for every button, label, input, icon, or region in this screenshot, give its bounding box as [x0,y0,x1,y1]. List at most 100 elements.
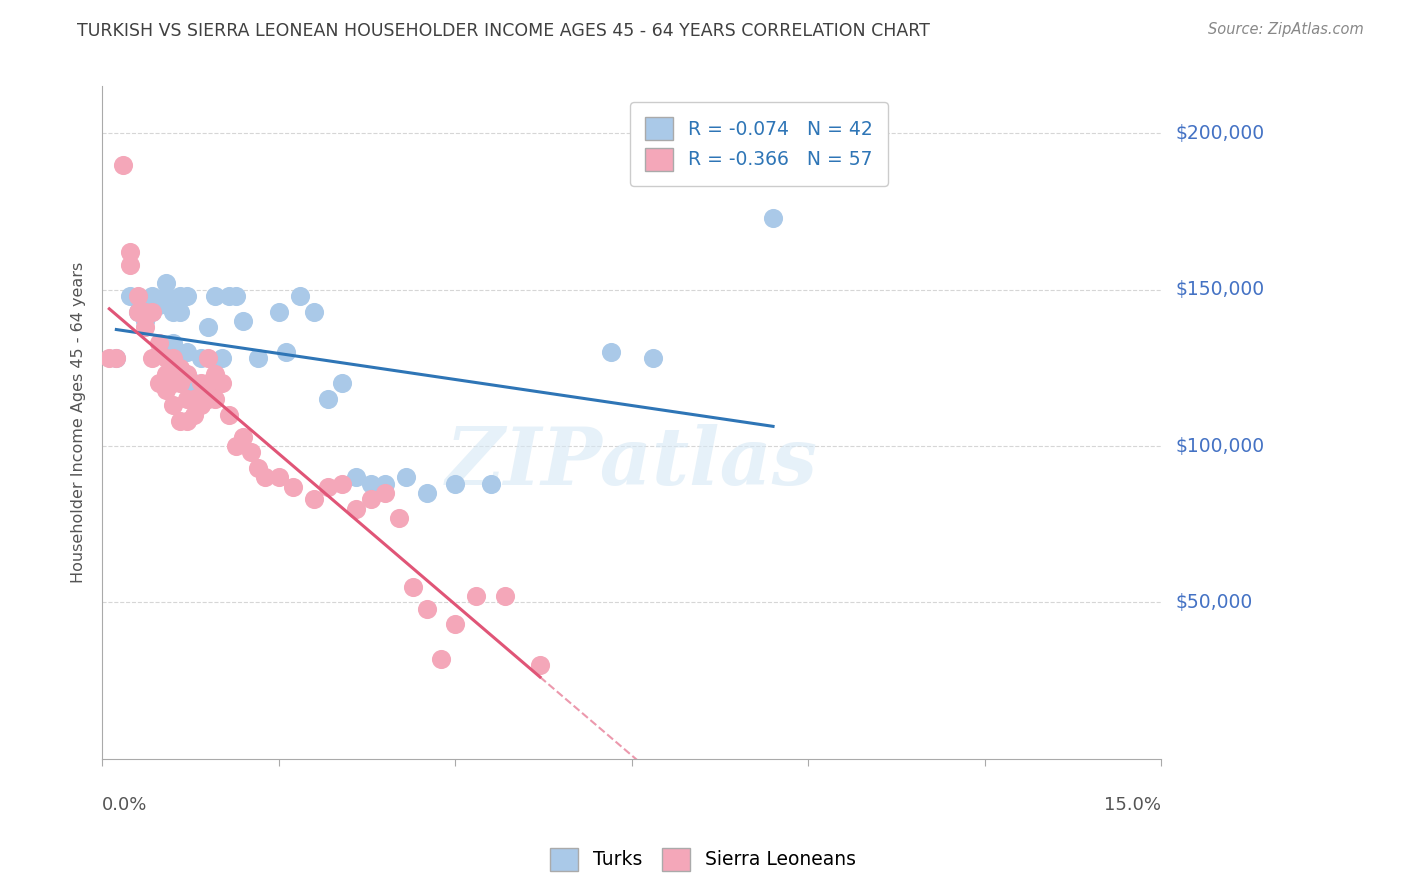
Point [211,351,233,366]
Point [176,289,198,303]
Point [267,470,290,484]
Point [374,486,396,500]
Point [239,445,262,459]
Text: TURKISH VS SIERRA LEONEAN HOUSEHOLDER INCOME AGES 45 - 64 YEARS CORRELATION CHAR: TURKISH VS SIERRA LEONEAN HOUSEHOLDER IN… [77,22,931,40]
Point [402,580,425,594]
Point [529,657,551,672]
Point [416,601,439,615]
Legend: R = -0.074   N = 42, R = -0.366   N = 57: R = -0.074 N = 42, R = -0.366 N = 57 [630,103,887,186]
Point [112,157,135,171]
Point [162,376,184,391]
Point [246,461,269,475]
Point [162,335,184,350]
Point [388,511,411,525]
Point [155,367,177,381]
Point [430,651,453,665]
Point [225,289,247,303]
Point [190,398,212,412]
Point [346,470,368,484]
Point [762,211,785,225]
Point [204,289,226,303]
Point [134,314,156,328]
Point [105,351,128,366]
Point [197,376,219,391]
Point [134,304,156,318]
Point [190,376,212,391]
Point [211,376,233,391]
Legend: Turks, Sierra Leoneans: Turks, Sierra Leoneans [543,840,863,878]
Point [183,392,205,406]
Point [346,501,368,516]
Point [416,486,439,500]
Point [134,320,156,334]
Point [204,392,226,406]
Point [330,376,353,391]
Point [267,304,290,318]
Point [176,414,198,428]
Point [253,470,276,484]
Point [120,245,142,260]
Point [190,351,212,366]
Point [281,480,304,494]
Point [120,258,142,272]
Point [148,335,170,350]
Point [599,345,621,359]
Point [395,470,418,484]
Point [374,476,396,491]
Text: Source: ZipAtlas.com: Source: ZipAtlas.com [1208,22,1364,37]
Point [169,304,191,318]
Point [176,345,198,359]
Text: $150,000: $150,000 [1175,280,1264,299]
Point [148,298,170,312]
Point [176,367,198,381]
Point [225,439,247,453]
Point [288,289,311,303]
Point [127,304,149,318]
Point [141,304,163,318]
Point [246,351,269,366]
Point [197,320,219,334]
Point [162,398,184,412]
Text: 0.0%: 0.0% [103,796,148,814]
Point [105,351,128,366]
Point [176,392,198,406]
Point [148,376,170,391]
Point [155,277,177,291]
Point [169,360,191,375]
Point [330,476,353,491]
Point [232,430,254,444]
Point [316,480,339,494]
Point [218,408,240,422]
Point [141,304,163,318]
Text: $50,000: $50,000 [1175,593,1253,612]
Point [360,492,382,507]
Point [120,289,142,303]
Point [169,414,191,428]
Point [204,367,226,381]
Point [232,314,254,328]
Point [127,304,149,318]
Point [190,392,212,406]
Point [183,408,205,422]
Text: ZIPatlas: ZIPatlas [446,425,818,501]
Point [302,304,325,318]
Point [141,351,163,366]
Point [155,289,177,303]
Point [641,351,664,366]
Point [444,617,467,632]
Point [162,351,184,366]
Y-axis label: Householder Income Ages 45 - 64 years: Householder Income Ages 45 - 64 years [72,262,86,583]
Point [169,289,191,303]
Text: 15.0%: 15.0% [1105,796,1161,814]
Point [155,351,177,366]
Point [302,492,325,507]
Point [316,392,339,406]
Point [169,376,191,391]
Point [494,589,516,603]
Point [155,383,177,397]
Point [274,345,297,359]
Point [465,589,488,603]
Point [204,376,226,391]
Point [197,392,219,406]
Point [141,289,163,303]
